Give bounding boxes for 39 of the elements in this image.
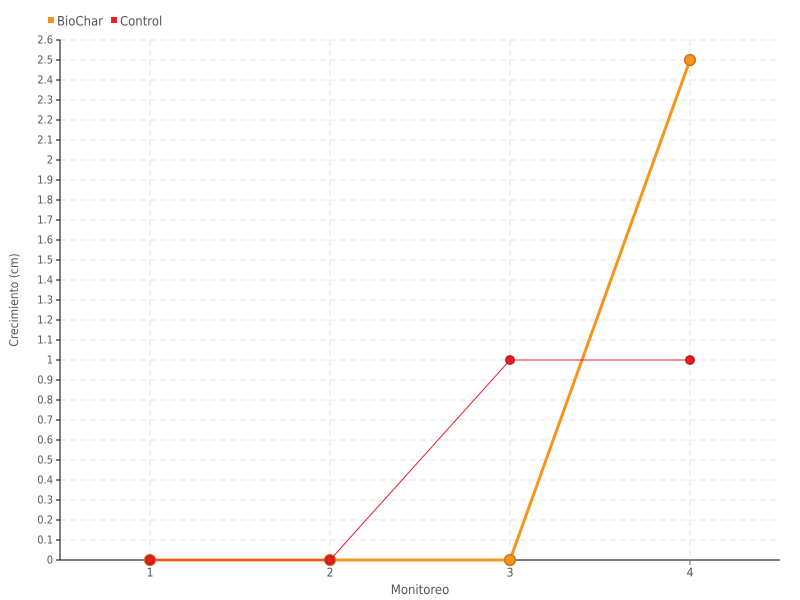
y-tick-label: 1.8: [37, 194, 53, 207]
y-tick-label: 1.3: [37, 294, 53, 307]
y-tick-label: 0.1: [37, 534, 53, 547]
y-tick-label: 1.5: [37, 254, 53, 267]
y-tick-label: 1.6: [37, 234, 53, 247]
y-tick-label: 1.4: [37, 274, 53, 287]
point: [505, 355, 515, 365]
y-tick-label: 0.3: [37, 494, 53, 507]
point: [685, 355, 695, 365]
y-tick-label: 1.7: [37, 214, 53, 227]
y-tick-label: 2.4: [37, 74, 53, 87]
y-tick-label: 2.1: [37, 134, 53, 147]
y-tick-label: 0.7: [37, 414, 53, 427]
y-tick-label: 2.5: [37, 54, 53, 67]
point: [504, 554, 516, 566]
y-tick-label: 0.9: [37, 374, 53, 387]
y-tick-label: 0.4: [37, 474, 53, 487]
y-tick-label: 0.6: [37, 434, 53, 447]
y-tick-label: 2: [46, 154, 53, 167]
x-tick-label: 3: [506, 566, 514, 580]
y-tick-label: 2.3: [37, 94, 53, 107]
y-tick-label: 1.2: [37, 314, 53, 327]
y-tick-label: 0: [46, 554, 53, 567]
y-tick-label: 1: [46, 354, 53, 367]
y-tick-label: 1.1: [37, 334, 53, 347]
y-tick-label: 0.5: [37, 454, 53, 467]
legend-label: BioChar: [57, 14, 104, 30]
x-tick-label: 2: [326, 566, 334, 580]
y-tick-label: 2.6: [37, 34, 53, 47]
x-tick-label: 4: [686, 566, 694, 580]
y-axis-title: Crecimiento (cm): [7, 253, 21, 347]
point: [684, 54, 696, 66]
y-tick-label: 0.8: [37, 394, 53, 407]
x-tick-label: 1: [146, 566, 154, 580]
x-axis-title: Monitoreo: [390, 583, 450, 598]
legend-label: Control: [120, 14, 162, 30]
y-tick-label: 1.9: [37, 174, 53, 187]
y-tick-label: 0.2: [37, 514, 53, 527]
y-tick-label: 2.2: [37, 114, 53, 127]
